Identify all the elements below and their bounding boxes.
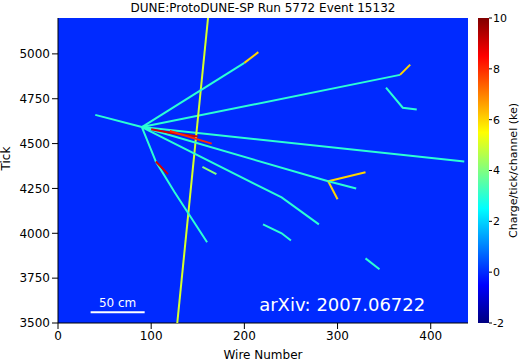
svg-text:-2: -2 <box>493 317 504 330</box>
svg-text:6: 6 <box>493 114 500 127</box>
svg-text:4500: 4500 <box>19 137 50 151</box>
svg-text:10: 10 <box>493 12 507 25</box>
svg-text:Wire Number: Wire Number <box>223 348 302 362</box>
svg-text:4750: 4750 <box>19 92 50 106</box>
svg-text:3500: 3500 <box>19 316 50 330</box>
html-text:DUNE:ProtoDUNE-SP Run 5772 Eve: DUNE:ProtoDUNE-SP Run 5772 Event 15132 <box>130 1 396 15</box>
svg-text:300: 300 <box>326 329 349 343</box>
svg-text:50 cm: 50 cm <box>99 296 136 310</box>
svg-text:5000: 5000 <box>19 47 50 61</box>
svg-text:2: 2 <box>493 215 500 228</box>
svg-text:arXiv: 2007.06722: arXiv: 2007.06722 <box>259 294 425 315</box>
svg-text:Charge/tick/channel (ke): Charge/tick/channel (ke) <box>507 103 520 238</box>
svg-text:Tick: Tick <box>0 147 13 172</box>
svg-text:4: 4 <box>493 164 500 177</box>
svg-text:4000: 4000 <box>19 227 50 241</box>
svg-text:8: 8 <box>493 63 500 76</box>
svg-text:4250: 4250 <box>19 182 50 196</box>
svg-text:3750: 3750 <box>19 271 50 285</box>
svg-text:0: 0 <box>493 266 500 279</box>
svg-text:100: 100 <box>140 329 163 343</box>
svg-text:0: 0 <box>54 329 62 343</box>
svg-text:400: 400 <box>419 329 442 343</box>
svg-text:200: 200 <box>233 329 256 343</box>
